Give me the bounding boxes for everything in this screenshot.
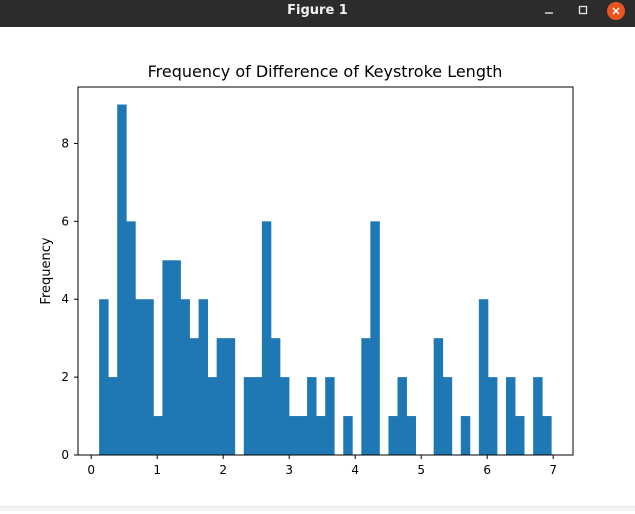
histogram-bar <box>180 299 190 455</box>
x-tick-label: 4 <box>351 463 359 477</box>
histogram-bar <box>487 377 498 455</box>
histogram-bar <box>153 416 163 455</box>
histogram-bar <box>108 377 118 455</box>
histogram-bar <box>307 377 317 455</box>
minimize-icon <box>544 4 554 18</box>
x-tick-label: 2 <box>219 463 227 477</box>
histogram-bar <box>171 260 181 455</box>
y-tick-label: 8 <box>61 136 69 150</box>
histogram-bar <box>289 416 299 455</box>
histogram-bar <box>207 377 218 455</box>
x-tick-label: 7 <box>549 463 557 477</box>
y-tick-label: 0 <box>61 448 69 462</box>
y-tick-label: 4 <box>61 292 69 306</box>
histogram-bar <box>243 377 254 455</box>
histogram-bar <box>189 338 199 455</box>
bars-group <box>99 104 552 456</box>
histogram-bar <box>406 416 416 455</box>
histogram-bar <box>442 377 453 455</box>
histogram-bar <box>198 299 209 455</box>
y-tick-label: 2 <box>61 370 69 384</box>
histogram-bar <box>117 104 127 456</box>
histogram-bar <box>216 338 227 455</box>
histogram-chart: Frequency of Difference of Keystroke Len… <box>39 62 574 477</box>
histogram-bar <box>325 377 335 455</box>
histogram-bar <box>460 416 471 455</box>
maximize-button[interactable] <box>571 0 595 22</box>
window-titlebar: Figure 1 <box>0 0 635 27</box>
histogram-bar <box>542 416 552 455</box>
histogram-bar <box>361 338 371 455</box>
histogram-bar <box>298 416 308 455</box>
histogram-bar <box>279 377 290 455</box>
histogram-bar <box>533 377 543 455</box>
histogram-bar <box>144 299 154 455</box>
chart-title: Frequency of Difference of Keystroke Len… <box>148 62 503 81</box>
x-axis-ticks: 0 1 2 3 4 5 6 7 <box>87 455 557 477</box>
y-tick-label: 6 <box>61 214 69 228</box>
close-icon <box>607 2 625 20</box>
histogram-bar <box>162 260 172 455</box>
histogram-bar <box>316 416 326 455</box>
figure-canvas: Frequency of Difference of Keystroke Len… <box>0 27 635 510</box>
histogram-bar <box>270 338 281 455</box>
histogram-bar <box>225 338 236 455</box>
histogram-bar <box>388 416 398 455</box>
histogram-bar <box>397 377 407 455</box>
histogram-bar <box>478 299 489 455</box>
x-tick-label: 6 <box>483 463 491 477</box>
window-bottom-edge <box>0 506 635 511</box>
histogram-bar <box>252 377 263 455</box>
histogram-bar <box>261 221 272 455</box>
histogram-bar <box>506 377 516 455</box>
histogram-bar <box>515 416 525 455</box>
histogram-bar <box>99 299 109 455</box>
y-axis-label: Frequency <box>39 237 54 304</box>
x-tick-label: 3 <box>285 463 293 477</box>
minimize-button[interactable] <box>537 0 561 22</box>
histogram-bar <box>370 221 380 455</box>
x-tick-label: 1 <box>153 463 161 477</box>
x-tick-label: 5 <box>417 463 425 477</box>
histogram-bar <box>126 221 136 455</box>
close-button[interactable] <box>605 0 627 22</box>
histogram-bar <box>343 416 353 455</box>
maximize-icon <box>578 4 588 18</box>
histogram-bar <box>135 299 145 455</box>
plot-frame <box>77 86 574 456</box>
window-title: Figure 1 <box>287 3 348 18</box>
x-tick-label: 0 <box>87 463 95 477</box>
histogram-bar <box>433 338 444 455</box>
y-axis-ticks: 0 2 4 6 8 <box>61 136 78 462</box>
